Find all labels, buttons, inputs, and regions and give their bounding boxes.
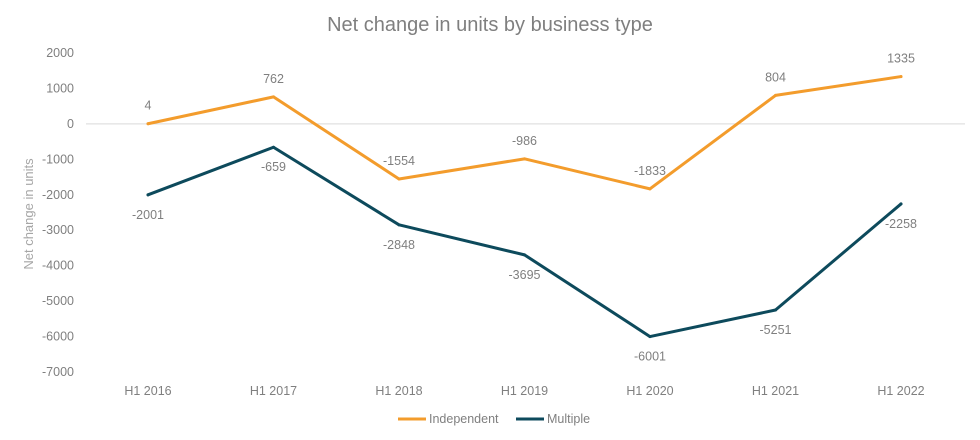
independent-data-label: -1554 <box>383 154 415 168</box>
multiple-legend-label: Multiple <box>547 412 590 426</box>
independent-data-point <box>774 93 777 97</box>
x-tick-label: H1 2016 <box>124 384 171 398</box>
multiple-data-point <box>397 223 401 227</box>
y-tick-label: 1000 <box>46 81 74 95</box>
multiple-data-point <box>146 193 150 197</box>
independent-data-label: 762 <box>263 72 284 86</box>
independent-data-point <box>899 75 903 79</box>
independent-data-label: 1335 <box>887 52 915 66</box>
multiple-data-label: -2848 <box>383 238 415 252</box>
series-lines <box>146 75 903 339</box>
y-axis-ticks: 2000 1000 0 -1000 -2000 -3000 -4000 -5000 -6000 -… <box>42 46 74 379</box>
independent-data-point <box>523 157 526 161</box>
independent-data-point <box>397 177 401 181</box>
multiple-data-label: -659 <box>261 160 286 174</box>
multiple-series-line <box>146 145 903 339</box>
y-tick-label: -1000 <box>42 152 74 166</box>
y-tick-label: 2000 <box>46 46 74 60</box>
x-tick-label: H1 2019 <box>501 384 548 398</box>
multiple-data-label: -5251 <box>760 323 792 337</box>
multiple-data-point <box>899 202 903 206</box>
y-tick-label: 0 <box>67 117 74 131</box>
x-tick-label: H1 2018 <box>375 384 422 398</box>
x-tick-label: H1 2020 <box>626 384 673 398</box>
multiple-data-point <box>523 253 526 257</box>
independent-data-point <box>146 122 150 126</box>
x-tick-label: H1 2022 <box>877 384 924 398</box>
independent-data-point <box>648 187 652 191</box>
legend: Independent Multiple <box>398 412 590 426</box>
y-tick-label: -3000 <box>42 223 74 237</box>
independent-data-point <box>272 95 275 99</box>
y-tick-label: -4000 <box>42 259 74 273</box>
y-tick-label: -7000 <box>42 365 74 379</box>
x-tick-label: H1 2017 <box>250 384 297 398</box>
multiple-data-point <box>774 308 777 312</box>
independent-legend-label: Independent <box>429 412 499 426</box>
data-labels: 4 762 -1554 -986 -1833 804 1335 -2001 -659 -2848 -… <box>132 52 917 364</box>
x-axis-ticks: H1 2016 H1 2017 H1 2018 H1 2019 H1 2020 H1 20… <box>124 384 924 398</box>
chart-title: Net change in units by business type <box>327 14 653 36</box>
multiple-data-label: -2258 <box>885 217 917 231</box>
y-tick-label: -6000 <box>42 330 74 344</box>
independent-data-label: -986 <box>512 134 537 148</box>
multiple-data-point <box>272 145 275 149</box>
x-tick-label: H1 2021 <box>752 384 799 398</box>
independent-data-label: -1833 <box>634 164 666 178</box>
independent-data-label: 804 <box>765 70 786 84</box>
independent-data-label: 4 <box>145 99 152 113</box>
multiple-data-label: -2001 <box>132 208 164 222</box>
multiple-data-point <box>648 335 652 339</box>
y-tick-label: -5000 <box>42 294 74 308</box>
y-axis-title: Net change in units <box>21 158 36 270</box>
multiple-data-label: -6001 <box>634 350 666 364</box>
y-tick-label: -2000 <box>42 188 74 202</box>
multiple-data-label: -3695 <box>509 268 541 282</box>
